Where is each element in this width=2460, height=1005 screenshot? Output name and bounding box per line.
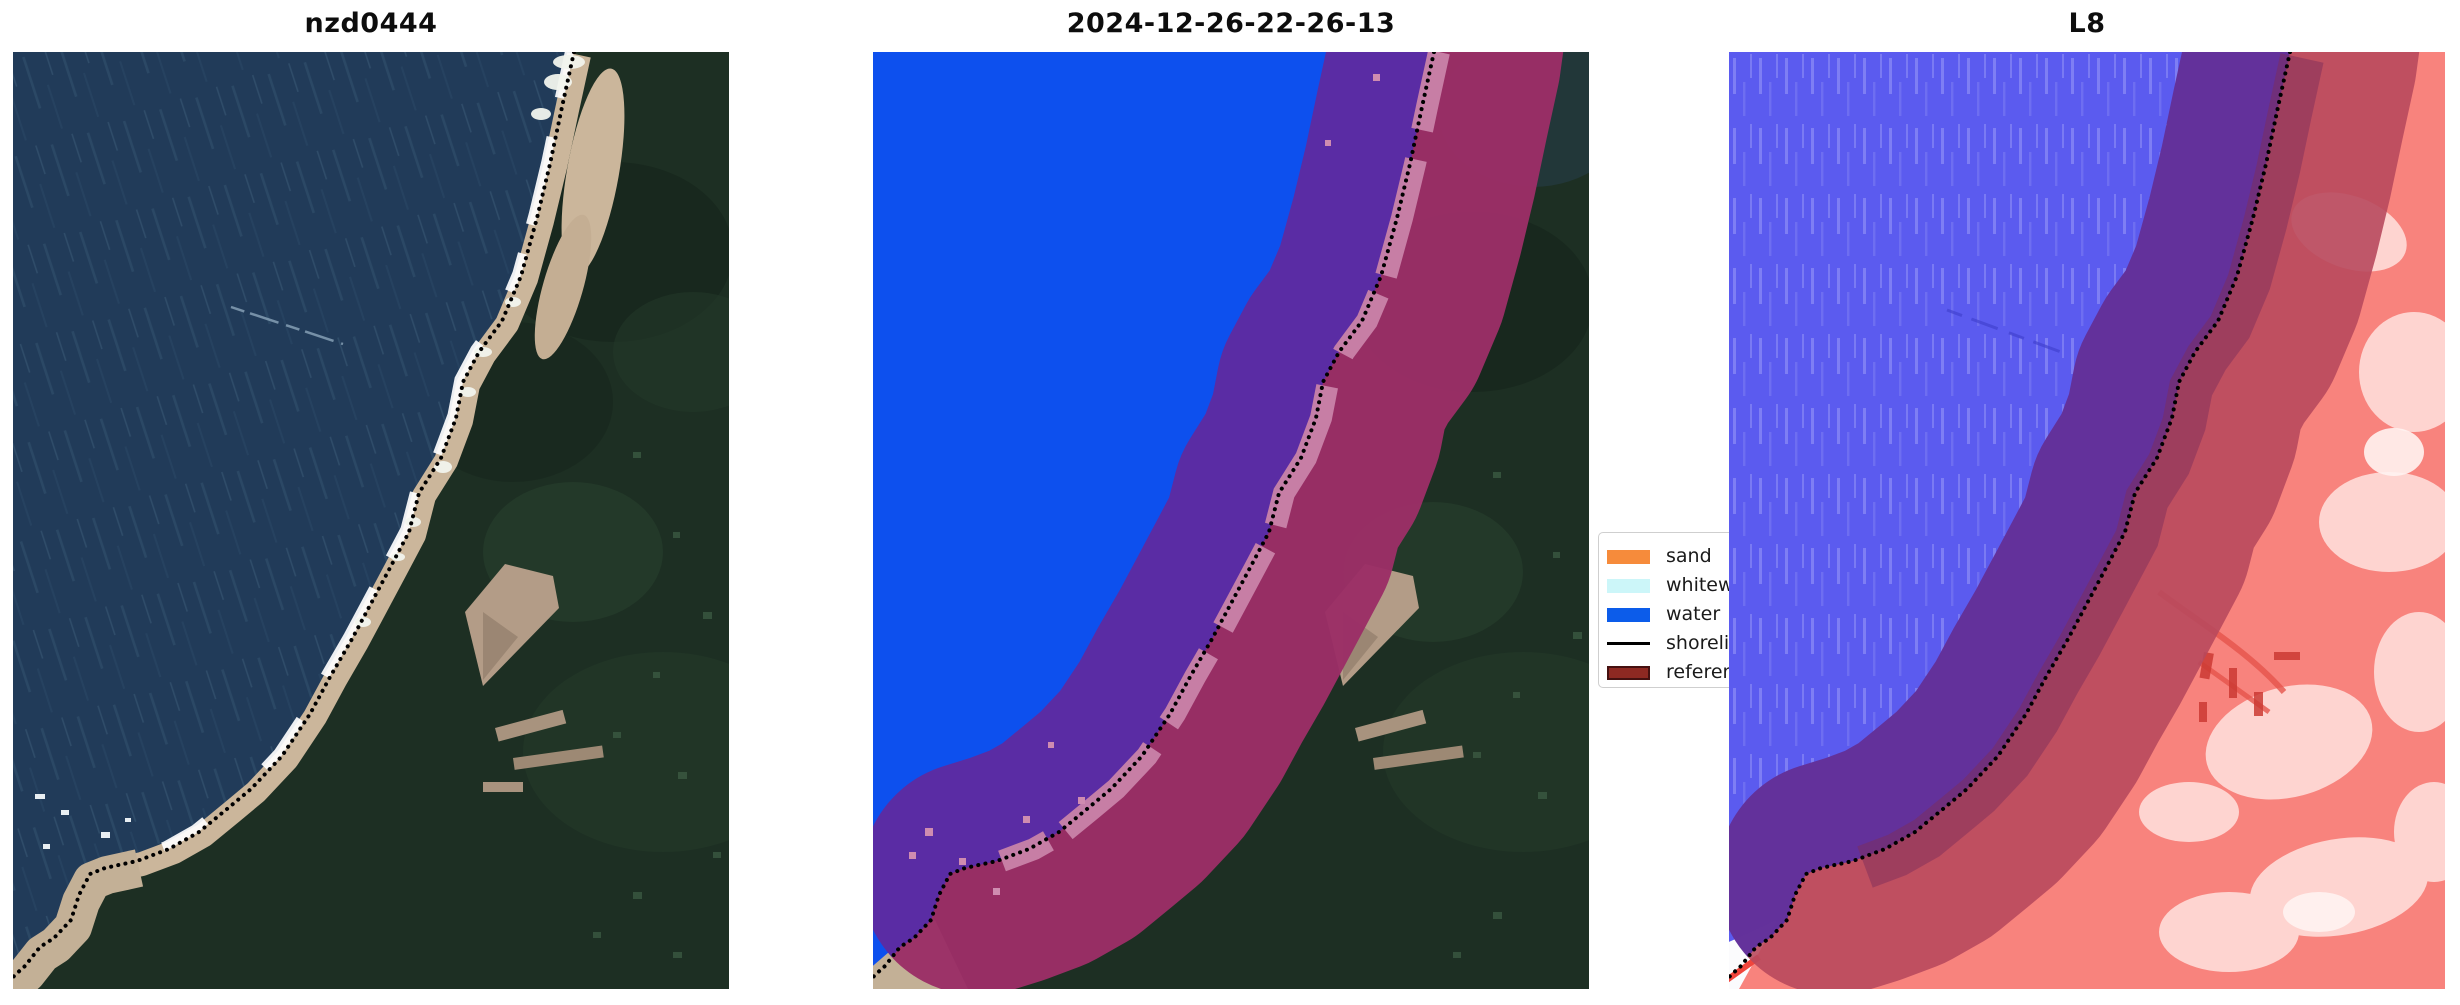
shoreline-dotted-line (873, 52, 1436, 981)
buffer-inner-shade (1857, 53, 2324, 888)
reference-buffer-overlay (1729, 52, 2445, 989)
reference-buffer-overlay (873, 52, 1589, 989)
shoreline-swatch (1607, 642, 1650, 645)
boat-wake (230, 305, 344, 346)
reference-swatch (1607, 665, 1650, 680)
legend-item-water: water (1607, 600, 1825, 629)
panel-title-l8: L8 (2068, 8, 2106, 39)
surf-patches (355, 55, 585, 627)
water-swatch (1607, 607, 1650, 622)
panel-classified-image (873, 52, 1589, 989)
legend-item-sand: sand (1607, 542, 1825, 571)
panel-rgb-image (13, 52, 729, 989)
sand-speckles (909, 74, 1380, 895)
panel-title-classified: 2024-12-26-22-26-13 (1066, 8, 1396, 39)
shoreline-dotted-line (13, 52, 576, 981)
whitewater-swatch (1607, 578, 1650, 593)
sand-swatch (1607, 549, 1650, 564)
whitewater-surf (131, 52, 574, 863)
boat-specks (35, 794, 131, 849)
panel-title-rgb: nzd0444 (304, 8, 438, 39)
panel-l8-image (1729, 52, 2445, 989)
sand-class-strip (998, 52, 1450, 872)
shoreline-dotted-line (1729, 52, 2292, 981)
